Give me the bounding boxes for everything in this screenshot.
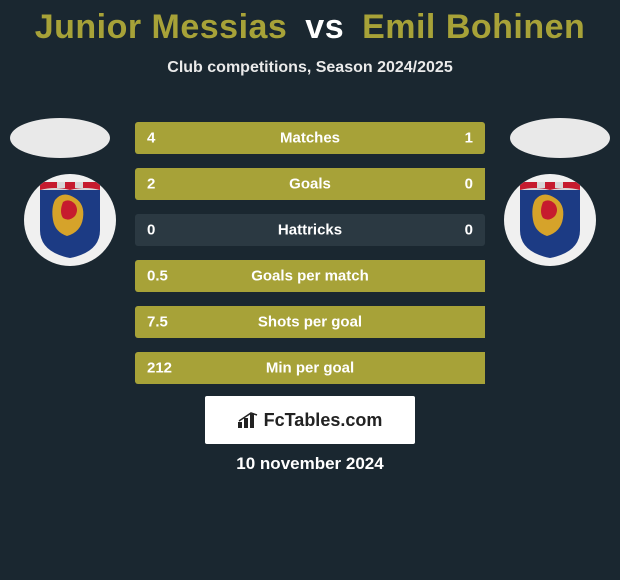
fctables-logo: FcTables.com	[205, 396, 415, 444]
stat-label: Goals	[289, 176, 331, 193]
stat-value-left: 0.5	[147, 268, 168, 285]
stat-label: Min per goal	[266, 360, 354, 377]
player1-avatar	[10, 118, 110, 158]
player2-name: Emil Bohinen	[362, 8, 585, 46]
stat-label: Goals per match	[251, 268, 369, 285]
stat-bar: 7.5 Shots per goal	[135, 306, 485, 338]
stat-bar: 4 Matches 1	[135, 122, 485, 154]
stat-bar: 0.5 Goals per match	[135, 260, 485, 292]
stat-value-left: 0	[147, 222, 155, 239]
chart-icon	[238, 412, 258, 428]
snapshot-date: 10 november 2024	[236, 454, 383, 474]
stat-bar: 2 Goals 0	[135, 168, 485, 200]
stat-label: Shots per goal	[258, 314, 362, 331]
player1-name: Junior Messias	[35, 8, 288, 46]
stat-value-right: 0	[465, 222, 473, 239]
stat-value-left: 7.5	[147, 314, 168, 331]
comparison-title: Junior Messias vs Emil Bohinen	[0, 0, 620, 47]
player1-club-crest	[24, 174, 116, 266]
stat-bar: 212 Min per goal	[135, 352, 485, 384]
stat-label: Matches	[280, 130, 340, 147]
stat-value-left: 212	[147, 360, 172, 377]
player2-club-crest	[504, 174, 596, 266]
stat-label: Hattricks	[278, 222, 342, 239]
subtitle: Club competitions, Season 2024/2025	[0, 59, 620, 77]
logo-text: FcTables.com	[264, 410, 383, 431]
vs-separator: vs	[305, 8, 344, 46]
stat-value-right: 0	[465, 176, 473, 193]
player2-avatar	[510, 118, 610, 158]
stats-bars: 4 Matches 1 2 Goals 0 0 Hattricks 0 0.5 …	[135, 122, 485, 398]
stat-value-left: 2	[147, 176, 155, 193]
stat-value-left: 4	[147, 130, 155, 147]
stat-fill-left	[135, 122, 398, 154]
stat-bar: 0 Hattricks 0	[135, 214, 485, 246]
stat-value-right: 1	[465, 130, 473, 147]
